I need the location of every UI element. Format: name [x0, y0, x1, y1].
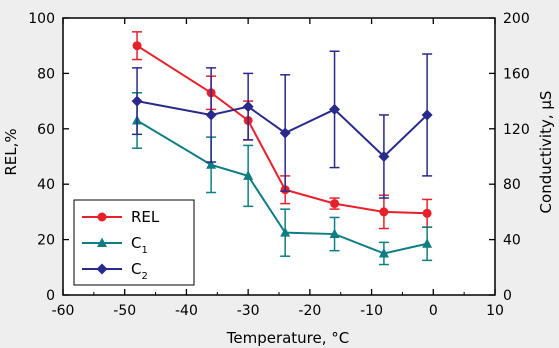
y2-tick-label: 80	[503, 177, 521, 193]
data-point	[206, 159, 217, 169]
x-tick-label: -10	[360, 303, 383, 319]
data-point	[329, 228, 340, 239]
data-point	[205, 109, 217, 121]
y-tick-label: 100	[28, 11, 55, 27]
y-tick-label: 40	[37, 177, 55, 193]
data-point	[242, 101, 254, 113]
data-point	[280, 227, 291, 237]
x-tick-label: 0	[429, 303, 438, 319]
legend-marker	[97, 237, 107, 247]
data-point	[131, 95, 143, 107]
legend-marker	[96, 263, 108, 275]
series-c2	[131, 50, 433, 199]
data-point	[379, 207, 389, 217]
legend-item-rel: REL	[82, 208, 160, 226]
legend-label: C1	[131, 234, 148, 256]
series-layer	[131, 31, 433, 266]
x-tick-label: -60	[52, 303, 75, 319]
data-point	[132, 41, 142, 51]
data-point	[378, 247, 389, 258]
y2-tick-label: 0	[503, 288, 512, 304]
y2-tick-label: 120	[503, 122, 530, 138]
x-tick-label: -40	[175, 303, 198, 319]
legend-label: REL	[131, 208, 160, 226]
x-axis-title: Temperature, °C	[226, 329, 350, 347]
data-point	[422, 208, 432, 218]
legend-label-subscript: 2	[141, 271, 147, 282]
y2-tick-label: 40	[503, 233, 521, 249]
x-tick-label: -30	[237, 303, 260, 319]
legend-label: C2	[131, 260, 148, 282]
legend-label-base: C	[131, 234, 141, 252]
x-tick-label: -50	[113, 303, 136, 319]
x-tick-label: 10	[486, 303, 504, 319]
y-tick-label: 80	[37, 66, 55, 82]
y2-tick-label: 160	[503, 66, 530, 82]
data-point	[243, 170, 254, 180]
y2-axis-title: Conductivity, μS	[537, 91, 555, 214]
data-point	[330, 199, 340, 209]
legend-label-base: C	[131, 260, 141, 278]
data-point	[279, 127, 291, 139]
x-tick-label: -20	[298, 303, 321, 319]
y-tick-label: 0	[46, 288, 55, 304]
legend-label-subscript: 1	[141, 245, 147, 256]
data-point	[378, 151, 390, 162]
legend-item-c1: C1	[82, 234, 148, 256]
y-tick-label: 20	[37, 233, 55, 249]
data-point	[329, 103, 341, 115]
y2-tick-label: 200	[503, 11, 530, 27]
y-axis-title: REL,%	[2, 128, 20, 175]
data-point	[421, 109, 433, 121]
y-tick-label: 60	[37, 122, 55, 138]
legend-marker	[97, 212, 107, 222]
series-c1	[132, 92, 433, 266]
data-point	[422, 238, 433, 248]
legend-item-c2: C2	[82, 260, 148, 282]
